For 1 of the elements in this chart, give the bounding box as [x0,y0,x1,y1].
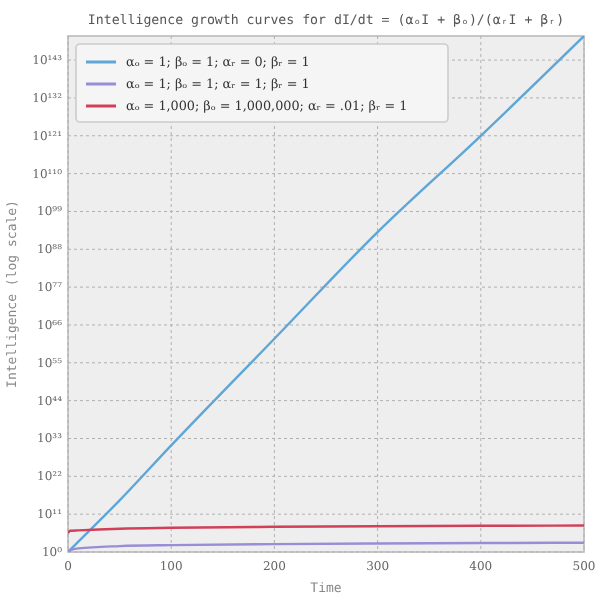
line-series [68,36,584,552]
